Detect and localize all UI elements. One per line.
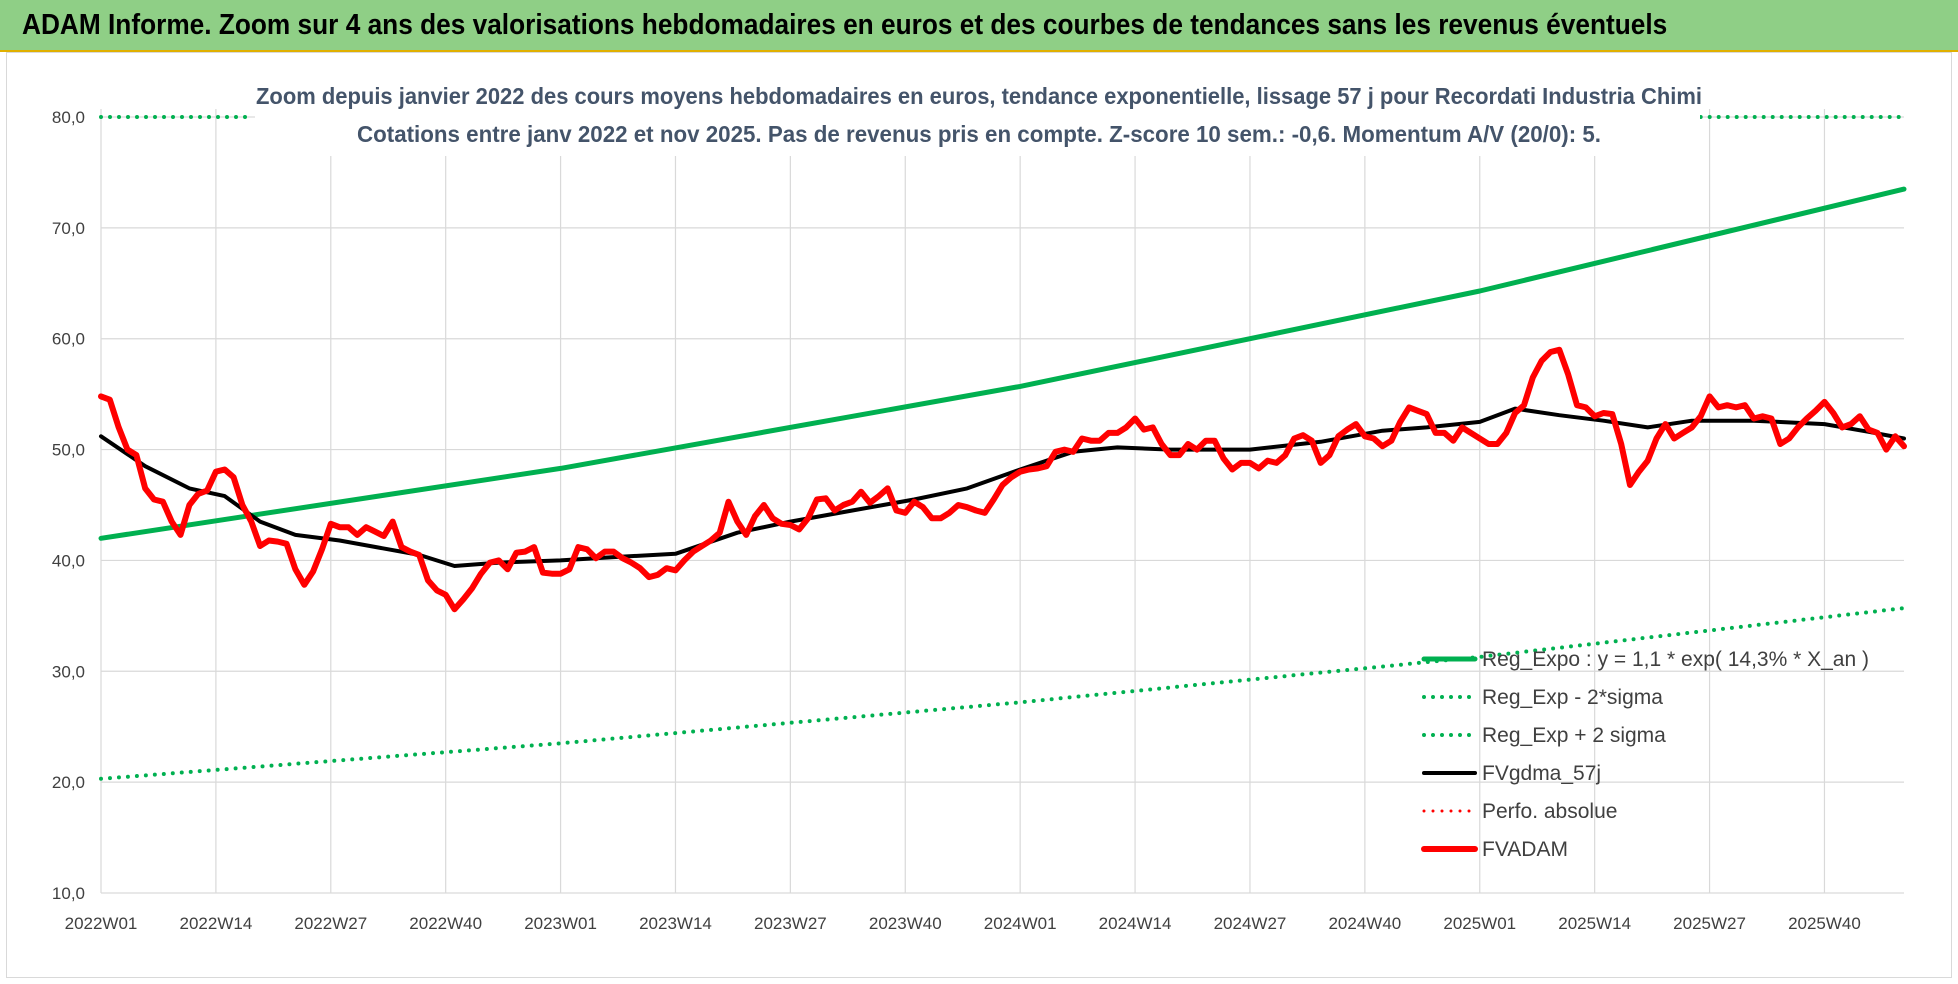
chart-title-line-2: Cotations entre janv 2022 et nov 2025. P… <box>357 121 1601 147</box>
x-tick-label: 2022W14 <box>180 914 253 933</box>
chart-title-line-1: Zoom depuis janvier 2022 des cours moyen… <box>256 83 1702 109</box>
gridlines <box>100 109 1904 894</box>
x-tick-label: 2023W40 <box>869 914 942 933</box>
legend-label: FVgdma_57j <box>1482 762 1601 785</box>
legend-reg-expo: Reg_Expo : y = 1,1 * exp( 14,3% * X_an ) <box>1421 648 1869 671</box>
series-line-fvadam <box>98 346 1907 613</box>
legend-fvgdma: FVgdma_57j <box>1422 762 1601 785</box>
header-banner: ADAM Informe. Zoom sur 4 ans des valoris… <box>0 0 1958 52</box>
legend-label: Perfo. absolue <box>1482 800 1617 823</box>
legend-label: Reg_Exp - 2*sigma <box>1482 686 1663 709</box>
x-tick-label: 2024W27 <box>1214 914 1287 933</box>
legend-label: Reg_Exp + 2 sigma <box>1482 724 1666 747</box>
y-tick-label: 10,0 <box>52 884 85 903</box>
legend-label: Reg_Expo : y = 1,1 * exp( 14,3% * X_an ) <box>1482 648 1869 671</box>
x-tick-label: 2025W01 <box>1443 914 1516 933</box>
y-tick-label: 30,0 <box>52 662 85 681</box>
series-layer <box>98 115 1907 781</box>
legend-upper-band: Reg_Exp + 2 sigma <box>1422 724 1666 747</box>
y-tick-label: 50,0 <box>52 441 85 460</box>
chart-frame <box>6 52 1952 978</box>
title-backdrop <box>255 70 1700 156</box>
series-line-lower-band <box>99 606 1906 781</box>
chart-title: Zoom depuis janvier 2022 des cours moyen… <box>255 70 1702 156</box>
x-tick-label: 2024W40 <box>1328 914 1401 933</box>
legend-perfo: Perfo. absolue <box>1422 800 1617 823</box>
x-tick-label: 2022W27 <box>294 914 367 933</box>
y-tick-label: 20,0 <box>52 773 85 792</box>
series-line-reg-expo <box>98 186 1907 541</box>
x-tick-label: 2025W27 <box>1673 914 1746 933</box>
y-tick-label: 80,0 <box>52 108 85 127</box>
x-tick-label: 2022W01 <box>65 914 138 933</box>
y-tick-label: 40,0 <box>52 551 85 570</box>
x-tick-label: 2024W01 <box>984 914 1057 933</box>
x-tick-label: 2023W27 <box>754 914 827 933</box>
x-tick-label: 2025W14 <box>1558 914 1631 933</box>
x-axis-ticks: 2022W01 2022W14 2022W27 2022W40 2023W01 2023W… <box>65 914 1861 933</box>
x-tick-label: 2023W14 <box>639 914 712 933</box>
legend-fvadam: FVADAM <box>1421 838 1568 861</box>
legend-lower-band: Reg_Exp - 2*sigma <box>1422 686 1663 709</box>
y-tick-label: 70,0 <box>52 219 85 238</box>
y-axis-ticks: 10,0 20,0 30,0 40,0 50,0 60,0 70,0 80,0 <box>52 108 85 903</box>
x-tick-label: 2025W40 <box>1788 914 1861 933</box>
x-tick-label: 2024W14 <box>1099 914 1172 933</box>
legend: Reg_Expo : y = 1,1 * exp( 14,3% * X_an )… <box>1421 648 1869 861</box>
y-tick-label: 60,0 <box>52 330 85 349</box>
x-tick-label: 2023W01 <box>524 914 597 933</box>
legend-label: FVADAM <box>1482 838 1568 861</box>
x-tick-label: 2022W40 <box>409 914 482 933</box>
series-line-fvgdma <box>99 406 1906 568</box>
page-title: ADAM Informe. Zoom sur 4 ans des valoris… <box>22 9 1668 41</box>
